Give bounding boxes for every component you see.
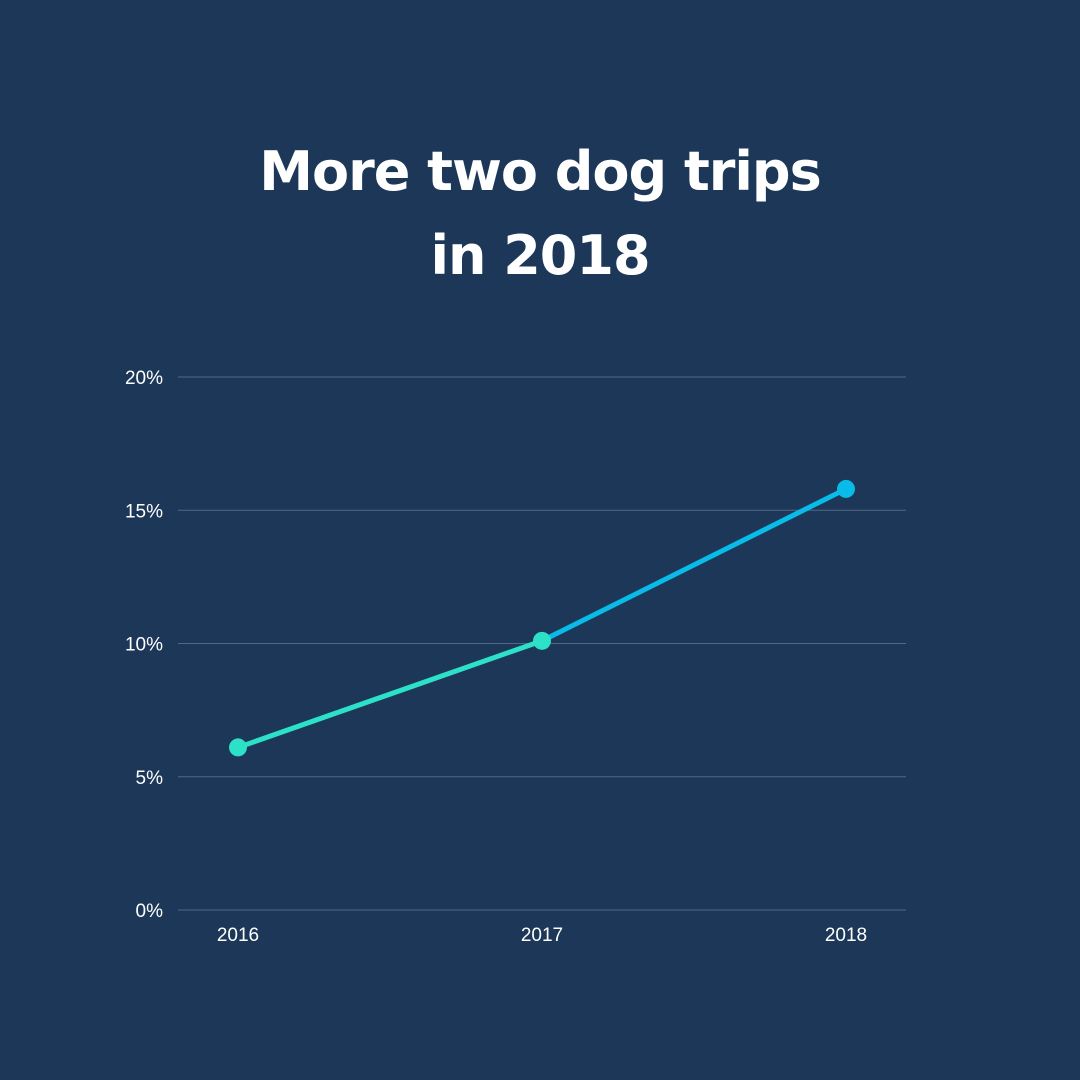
- data-point-2017: [533, 631, 551, 650]
- y-tick-label: 15%: [125, 501, 163, 522]
- x-axis-tick-labels: 2016 2017 2018: [217, 925, 867, 946]
- data-point-2018: [837, 479, 855, 498]
- line-segment-2016-2017: [235, 638, 545, 750]
- chart-title: More two dog trips in 2018: [259, 140, 821, 287]
- x-tick-label: 2017: [521, 925, 563, 946]
- data-points: [229, 479, 855, 757]
- x-tick-label: 2016: [217, 925, 259, 946]
- data-point-2016: [229, 738, 247, 757]
- y-axis-tick-labels: 0% 5% 10% 15% 20%: [125, 368, 163, 922]
- series-line: [235, 486, 849, 750]
- y-tick-label: 0%: [136, 901, 164, 922]
- line-segment-2017-2018: [539, 486, 849, 644]
- y-tick-label: 5%: [136, 768, 164, 789]
- y-tick-label: 20%: [125, 368, 163, 389]
- y-tick-label: 10%: [125, 635, 163, 656]
- x-tick-label: 2018: [825, 925, 867, 946]
